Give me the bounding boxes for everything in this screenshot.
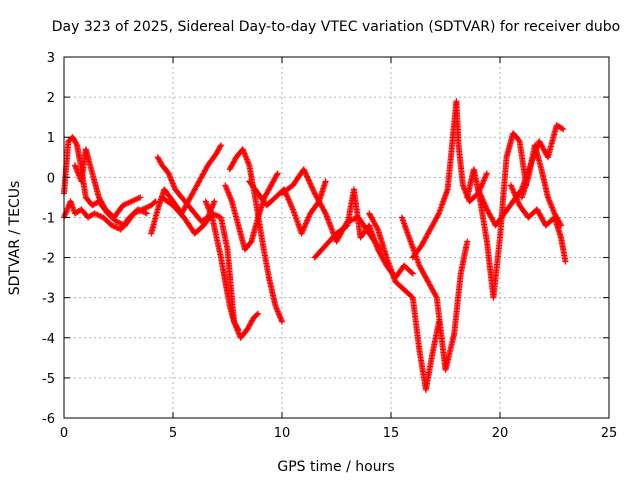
data-point [558,222,565,229]
data-point [435,211,442,218]
data-point [255,310,262,317]
data-point [235,326,242,333]
data-point [279,318,285,325]
series-trace-o [409,98,490,261]
x-tick-label: 25 [601,426,618,441]
data-point [433,293,440,300]
data-point [253,311,260,318]
data-point [483,170,490,177]
data-point [464,238,471,245]
data-point [515,137,522,144]
y-tick-label: -4 [42,332,55,347]
data-point [73,140,80,147]
x-tick-label: 5 [169,426,177,441]
data-point [217,143,224,150]
data-point [562,258,569,265]
data-point [137,194,144,201]
series-trace-c [71,146,144,221]
y-tick-label: 3 [47,51,55,66]
data-point [322,178,329,185]
series-trace-l [311,186,416,281]
y-tick-label: -1 [42,211,55,226]
series-trace-r [507,182,569,265]
y-axis-label: SDTVAR / TECUs [7,181,23,296]
data-point [247,239,254,246]
series-trace-i [222,170,281,253]
data-point [374,225,381,232]
x-tick-label: 0 [60,426,68,441]
series-trace-b [61,198,150,233]
data-point [143,210,150,217]
data-point [560,126,567,133]
y-tick-label: 2 [47,91,55,106]
x-axis-label: GPS time / hours [277,459,394,475]
data-point [321,209,328,216]
y-tick-label: -3 [42,292,55,307]
data-point [234,325,241,332]
y-tick-label: -5 [42,372,55,387]
x-tick-label: 20 [492,426,509,441]
series-trace-g [202,198,242,333]
data-point [408,269,415,276]
data-point [211,198,218,205]
y-tick-label: 0 [47,171,55,186]
series-trace-s [518,142,565,229]
chart-title: Day 323 of 2025, Sidereal Day-to-day VTE… [52,19,620,35]
plot-frame [63,56,610,419]
y-tick-label: -6 [42,412,55,427]
series-trace-p [464,130,530,301]
data-layer [61,98,569,393]
data-point [273,171,280,178]
series-trace-n [398,214,471,373]
data-point [558,125,565,132]
y-tick-label: -2 [42,252,55,267]
x-tick-label: 15 [383,426,400,441]
data-point [217,142,224,149]
data-point [557,221,564,228]
data-point [151,199,158,206]
series-trace-m [366,210,442,393]
tick-layer: 0 5 10 15 20 25 -6 -5 -4 -3 -2 -1 0 1 2 3 [42,51,617,441]
x-tick-label: 10 [274,426,291,441]
data-point [409,270,416,277]
data-point [274,170,281,177]
y-tick-label: 1 [47,131,55,146]
